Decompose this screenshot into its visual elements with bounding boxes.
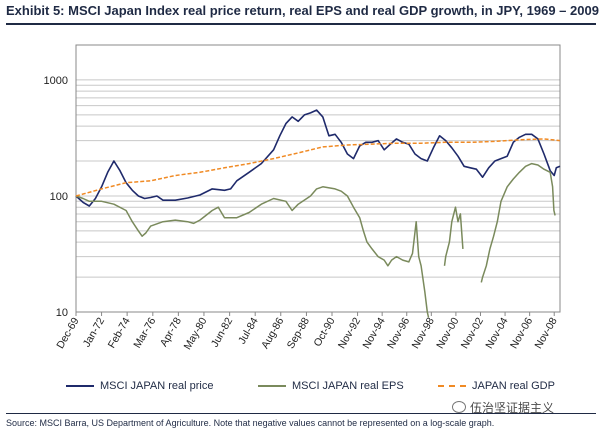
wechat-icon [452, 401, 466, 413]
chart-title: Exhibit 5: MSCI Japan Index real price r… [6, 3, 599, 18]
series-line-gdp [75, 138, 561, 197]
source-rule [6, 413, 596, 414]
x-tick-label: Feb-74 [106, 315, 133, 350]
x-tick-label: Dec-69 [54, 315, 81, 350]
title-rule [6, 23, 596, 25]
x-tick-label: Nov-06 [508, 315, 535, 350]
x-tick-label: Jul-84 [236, 315, 261, 346]
x-tick-label: Nov-00 [434, 315, 461, 350]
legend-label-price: MSCI JAPAN real price [100, 380, 214, 392]
x-tick-label: Nov-98 [410, 315, 437, 350]
x-tick-label: Jan-72 [81, 315, 108, 349]
x-tick-label: Mar-76 [131, 315, 158, 350]
series-line-eps [480, 162, 556, 283]
plot-frame [75, 44, 561, 313]
series-line-price [75, 109, 561, 207]
source-note: Source: MSCI Barra, US Department of Agr… [6, 418, 495, 428]
watermark-text: 伍治坚证据主义 [470, 401, 555, 415]
x-tick-label: Sep-88 [285, 315, 312, 350]
x-tick-label: Nov-92 [336, 315, 363, 350]
legend-item-price: MSCI JAPAN real price [66, 380, 214, 392]
legend-swatch-eps [258, 385, 286, 388]
legend-item-eps: MSCI JAPAN real EPS [258, 380, 404, 392]
x-tick-label: Nov-94 [360, 315, 387, 350]
watermark: 伍治坚证据主义 [452, 399, 554, 416]
x-tick-label: Nov-96 [385, 315, 412, 350]
legend-item-gdp: JAPAN real GDP [438, 380, 555, 392]
series-line-eps [443, 206, 464, 266]
x-tick-label: Nov-02 [459, 315, 486, 350]
x-tick-label: Jun-82 [209, 315, 236, 349]
y-tick-label: 100 [50, 191, 68, 203]
x-tick-label: May-80 [182, 315, 210, 351]
y-tick-label: 10 [56, 307, 68, 319]
legend-swatch-price [66, 385, 94, 388]
x-tick-label: Aug-86 [259, 315, 286, 350]
legend-swatch-gdp [438, 385, 466, 388]
x-tick-label: Nov-08 [532, 315, 559, 350]
legend-label-eps: MSCI JAPAN real EPS [292, 380, 404, 392]
x-tick-label: Nov-04 [483, 315, 510, 350]
x-tick-label: Oct-90 [311, 315, 337, 348]
y-tick-label: 1000 [44, 75, 68, 87]
x-tick-label: Apr-78 [158, 315, 184, 348]
legend-label-gdp: JAPAN real GDP [472, 380, 555, 392]
series-line-eps [75, 186, 430, 318]
